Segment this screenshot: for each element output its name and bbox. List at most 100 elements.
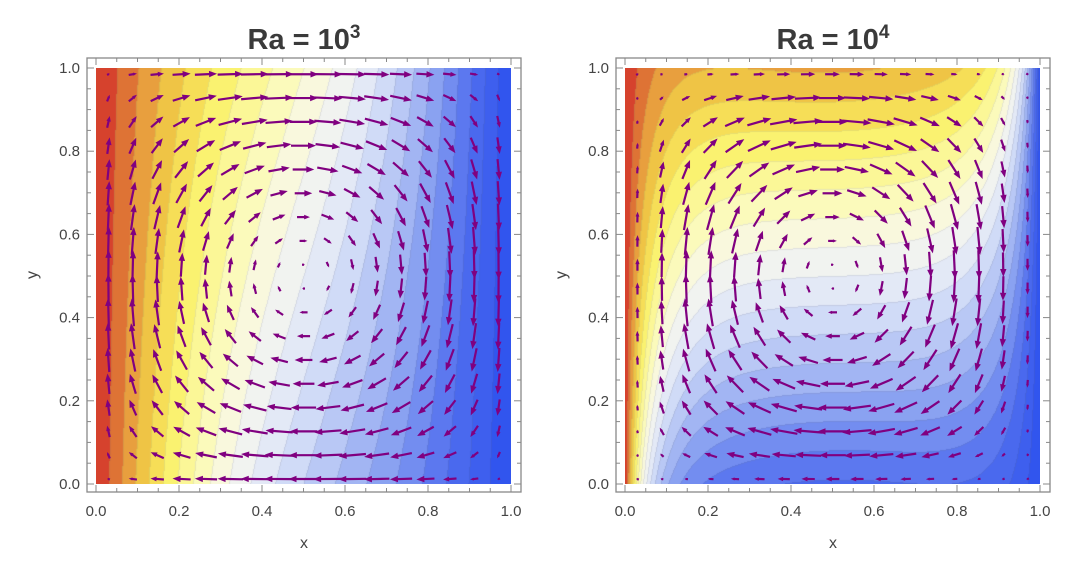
- velocity-arrow: [774, 354, 794, 367]
- arrow-head: [264, 451, 273, 459]
- arrow-shaft: [952, 250, 956, 274]
- x-tick-label: 0.8: [947, 503, 968, 520]
- arrow-head: [470, 294, 478, 303]
- velocity-arrow: [470, 451, 479, 459]
- velocity-arrow: [902, 277, 909, 300]
- arrow-head: [878, 288, 884, 296]
- velocity-arrow: [894, 401, 918, 413]
- velocity-arrow: [636, 404, 639, 411]
- arrow-head: [278, 238, 283, 243]
- velocity-arrow: [338, 452, 367, 459]
- arrow-head: [683, 250, 690, 259]
- arrow-shaft: [177, 379, 190, 393]
- arrow-head: [868, 406, 877, 413]
- arrow-shaft: [270, 453, 294, 457]
- arrow-head: [470, 363, 477, 372]
- arrow-head: [793, 427, 802, 435]
- arrow-head: [497, 455, 500, 459]
- arrow-head: [425, 95, 435, 102]
- arrow-head: [832, 264, 834, 266]
- arrow-shaft: [707, 232, 713, 255]
- arrow-head: [257, 141, 267, 148]
- arrow-head: [278, 214, 286, 220]
- arrow-head: [951, 270, 958, 280]
- velocity-arrow: [416, 94, 435, 102]
- arrow-head: [849, 333, 858, 340]
- velocity-arrow: [266, 403, 292, 411]
- arrow-head: [105, 181, 112, 190]
- velocity-arrow: [421, 276, 429, 301]
- title-base: Ra = 10: [777, 24, 879, 56]
- arrow-head: [808, 71, 816, 77]
- arrow-shaft: [340, 141, 359, 149]
- arrow-head: [351, 191, 361, 198]
- arrow-head: [290, 404, 299, 411]
- velocity-arrow: [902, 254, 910, 276]
- arrow-head: [283, 141, 292, 149]
- y-tick-label: 0.8: [588, 143, 609, 160]
- velocity-arrow: [172, 117, 190, 128]
- arrow-head: [878, 264, 885, 273]
- velocity-arrow: [825, 333, 840, 339]
- arrow-head: [151, 400, 159, 409]
- velocity-arrow: [748, 162, 770, 178]
- arrow-head: [658, 183, 666, 192]
- arrow-head: [731, 275, 738, 284]
- arrow-head: [447, 245, 454, 254]
- velocity-arrow: [265, 118, 293, 125]
- arrow-shaft: [924, 400, 941, 412]
- arrow-shaft: [106, 209, 110, 231]
- arrow-head: [807, 237, 813, 243]
- velocity-arrow: [878, 280, 884, 296]
- velocity-arrow: [725, 94, 744, 102]
- arrow-head: [930, 170, 939, 179]
- velocity-arrow: [292, 380, 315, 387]
- arrow-head: [423, 243, 430, 253]
- arrow-shaft: [928, 275, 933, 296]
- velocity-arrow: [128, 137, 137, 155]
- arrow-head: [155, 160, 163, 169]
- arrow-shaft: [247, 429, 268, 435]
- arrow-shaft: [218, 119, 237, 127]
- arrow-head: [725, 427, 734, 434]
- velocity-arrow: [416, 71, 435, 78]
- arrow-head: [470, 407, 477, 416]
- arrow-shaft: [898, 401, 918, 412]
- arrow-shaft: [151, 164, 161, 180]
- arrow-head: [1000, 169, 1007, 178]
- velocity-arrow: [683, 250, 690, 280]
- arrow-shaft: [423, 252, 427, 272]
- arrow-shaft: [223, 428, 243, 436]
- velocity-arrow: [495, 373, 502, 395]
- arrow-head: [448, 120, 456, 128]
- arrow-head: [762, 117, 772, 124]
- arrow-shaft: [320, 404, 341, 410]
- velocity-arrow: [946, 137, 962, 153]
- arrow-shaft: [799, 405, 823, 411]
- arrow-head: [777, 476, 784, 482]
- velocity-arrow: [707, 250, 715, 280]
- arrow-shaft: [470, 181, 477, 200]
- arrow-head: [241, 427, 251, 434]
- arrow-head: [1026, 145, 1029, 149]
- arrow-head: [636, 96, 639, 99]
- arrow-head: [948, 453, 955, 458]
- velocity-arrow: [868, 402, 895, 413]
- velocity-arrow: [397, 302, 406, 323]
- arrow-head: [844, 381, 854, 388]
- velocity-arrow: [707, 73, 714, 76]
- velocity-arrow: [927, 251, 934, 278]
- arrow-head: [902, 290, 909, 300]
- arrow-head: [104, 347, 112, 357]
- arrow-shaft: [869, 163, 888, 174]
- arrow-head: [248, 331, 256, 338]
- velocity-arrow: [749, 376, 770, 392]
- arrow-head: [856, 214, 864, 221]
- arrow-head: [178, 276, 185, 285]
- arrow-shaft: [200, 453, 218, 459]
- arrow-shaft: [130, 378, 137, 394]
- arrow-head: [155, 204, 162, 214]
- velocity-arrow: [874, 328, 889, 343]
- arrow-shaft: [769, 119, 793, 126]
